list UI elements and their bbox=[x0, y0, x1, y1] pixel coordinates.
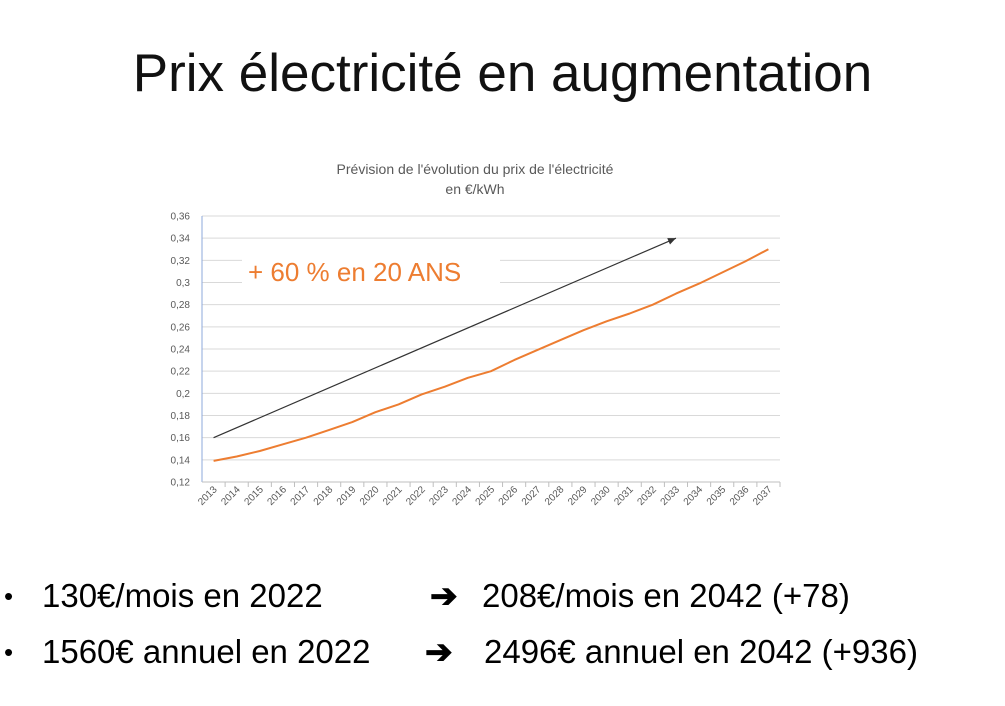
x-tick-label: 2035 bbox=[705, 484, 729, 508]
x-tick-label: 2030 bbox=[589, 484, 613, 508]
x-tick-label: 2017 bbox=[289, 484, 313, 508]
x-tick-label: 2024 bbox=[450, 484, 474, 508]
chart-subtitle: en €/kWh bbox=[445, 181, 504, 197]
arrow-head-icon bbox=[667, 238, 676, 245]
x-axis-ticks: 2013 2014 2015 2016 2017 2018 2019 2020 2021 2022… bbox=[196, 484, 775, 508]
x-tick-label: 2022 bbox=[404, 484, 428, 508]
arrow-icon: ➔ bbox=[430, 577, 458, 614]
y-tick-label: 0,3 bbox=[176, 278, 190, 289]
x-tick-label: 2023 bbox=[427, 484, 451, 508]
x-tick-label: 2016 bbox=[266, 484, 290, 508]
x-tick-label: 2018 bbox=[312, 484, 336, 508]
y-tick-label: 0,18 bbox=[171, 411, 191, 422]
x-tick-label: 2019 bbox=[335, 484, 359, 508]
y-tick-label: 0,36 bbox=[171, 212, 191, 223]
y-tick-label: 0,2 bbox=[176, 389, 190, 400]
x-tick-label: 2015 bbox=[242, 484, 266, 508]
y-tick-label: 0,24 bbox=[171, 345, 191, 356]
y-tick-label: 0,16 bbox=[171, 433, 191, 444]
bullet-result: 2496€ annuel en 2042 (+936) bbox=[484, 633, 918, 670]
plot-area bbox=[213, 237, 769, 462]
x-tick-label: 2014 bbox=[219, 484, 243, 508]
bullet-item: • 1560€ annuel en 2022 ➔ 2496€ annuel en… bbox=[0, 624, 1005, 680]
x-tick-label: 2021 bbox=[381, 484, 405, 508]
x-tick-label: 2029 bbox=[566, 484, 590, 508]
x-tick-label: 2013 bbox=[196, 484, 220, 508]
annotation-background bbox=[242, 254, 500, 292]
y-tick-label: 0,28 bbox=[171, 300, 191, 311]
y-tick-label: 0,32 bbox=[171, 256, 191, 267]
x-tick-label: 2037 bbox=[751, 484, 775, 508]
chart-annotation: + 60 % en 20 ANS bbox=[248, 257, 461, 287]
x-tick-label: 2036 bbox=[728, 484, 752, 508]
y-tick-label: 0,22 bbox=[171, 367, 191, 378]
bullet-list: • 130€/mois en 2022 ➔ 208€/mois en 2042 … bbox=[0, 568, 1005, 680]
x-tick-label: 2025 bbox=[474, 484, 498, 508]
trend-arrow bbox=[213, 237, 677, 439]
x-tick-label: 2028 bbox=[543, 484, 567, 508]
y-axis-ticks: 0,12 0,14 0,16 0,18 0,2 0,22 0,24 0,26 0,28 0,3 0,… bbox=[171, 212, 191, 489]
bullet-item: • 130€/mois en 2022 ➔ 208€/mois en 2042 … bbox=[0, 568, 1005, 624]
x-tick-label: 2020 bbox=[358, 484, 382, 508]
x-tick-label: 2032 bbox=[635, 484, 659, 508]
x-tick-label: 2031 bbox=[612, 484, 636, 508]
bullet-text: 130€/mois en 2022 bbox=[42, 577, 323, 614]
bullet-result: 208€/mois en 2042 (+78) bbox=[482, 577, 850, 614]
price-forecast-chart: Prévision de l'évolution du prix de l'él… bbox=[171, 161, 781, 508]
x-tick-label: 2026 bbox=[497, 484, 521, 508]
y-tick-label: 0,12 bbox=[171, 478, 191, 489]
chart-title: Prévision de l'évolution du prix de l'él… bbox=[337, 161, 614, 177]
bullet-text: 1560€ annuel en 2022 bbox=[42, 633, 371, 670]
x-tick-label: 2027 bbox=[520, 484, 544, 508]
y-tick-label: 0,14 bbox=[171, 455, 191, 466]
bullet-dot: • bbox=[4, 637, 14, 667]
x-tick-label: 2033 bbox=[659, 484, 683, 508]
bullet-dot: • bbox=[4, 581, 14, 611]
slide-title: Prix électricité en augmentation bbox=[132, 44, 873, 103]
arrow-icon: ➔ bbox=[425, 633, 453, 670]
x-tick-label: 2034 bbox=[682, 484, 706, 508]
y-tick-label: 0,26 bbox=[171, 322, 191, 333]
y-tick-label: 0,34 bbox=[171, 234, 191, 245]
